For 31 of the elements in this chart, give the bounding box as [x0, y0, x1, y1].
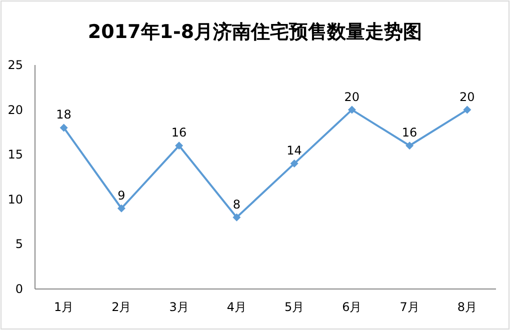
- data-label: 20: [344, 90, 360, 104]
- x-tick-label: 3月: [169, 300, 189, 314]
- point: [406, 142, 414, 150]
- data-label: 14: [286, 144, 302, 158]
- y-tick-label: 0: [15, 282, 23, 296]
- x-tick-label: 5月: [284, 300, 304, 314]
- x-tick-label: 1月: [54, 300, 74, 314]
- point: [175, 142, 184, 150]
- data-label: 18: [56, 108, 72, 122]
- x-tick-label: 4月: [226, 300, 247, 314]
- point: [463, 106, 472, 114]
- y-tick-label: 25: [8, 58, 23, 72]
- point: [290, 160, 298, 168]
- y-tick-label: 15: [8, 148, 23, 162]
- x-tick-label: 8月: [457, 300, 478, 314]
- data-label: 16: [171, 126, 187, 140]
- data-label: 9: [118, 188, 126, 202]
- y-tick-label: 5: [15, 237, 23, 252]
- y-tick-label: 20: [8, 102, 23, 117]
- data-label: 16: [402, 126, 418, 140]
- point: [117, 204, 126, 212]
- x-tick-label: 7月: [400, 300, 420, 314]
- y-tick-label: 10: [8, 192, 23, 206]
- point: [60, 124, 68, 132]
- point: [232, 213, 241, 222]
- data-label: 8: [232, 197, 241, 212]
- x-tick-label: 6月: [342, 300, 362, 314]
- x-tick-label: 2月: [112, 300, 132, 314]
- data-label: 20: [460, 90, 475, 104]
- chart-title: 2017年1-8月济南住宅预售数量走势图: [88, 21, 422, 43]
- point: [348, 106, 356, 114]
